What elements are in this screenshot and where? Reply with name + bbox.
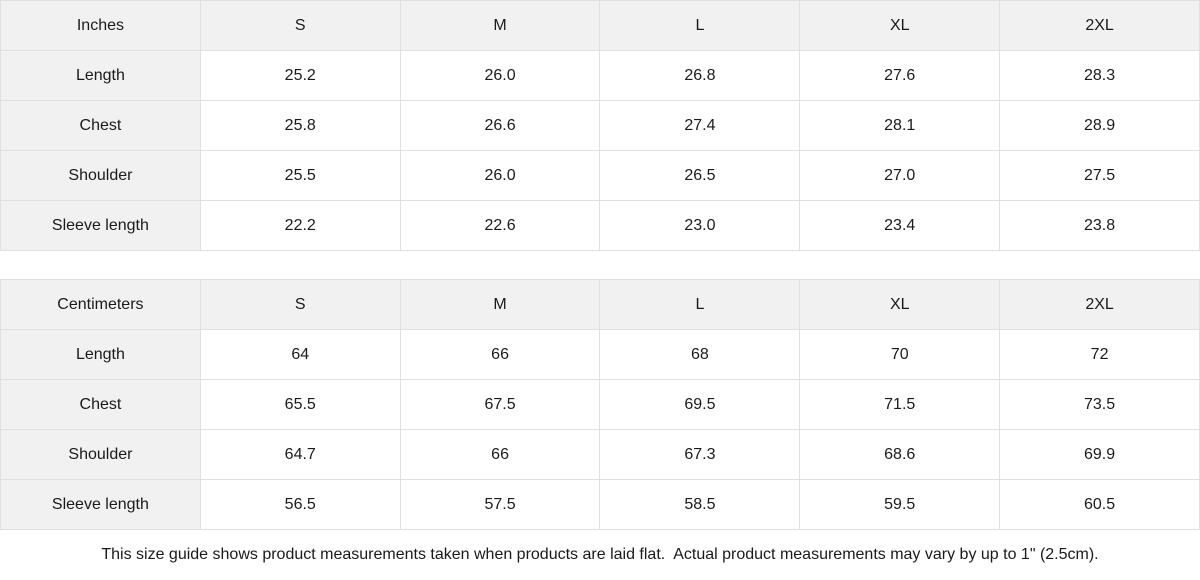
size-column-header: M [399,0,601,51]
measurement-cell: 23.0 [599,200,801,251]
table-row: Chest 25.8 26.6 27.4 28.1 28.9 [0,100,1200,151]
measurement-cell: 68.6 [799,429,1001,480]
measurement-cell: 26.8 [599,50,801,101]
measurement-cell: 64.7 [199,429,401,480]
measurement-cell: 23.8 [999,200,1200,251]
measurement-cell: 58.5 [599,479,801,530]
measurement-cell: 26.6 [399,100,601,151]
centimeters-table: Centimeters S M L XL 2XL Length 64 66 68… [0,279,1200,530]
measurement-cell: 27.0 [799,150,1001,201]
table-row: Shoulder 64.7 66 67.3 68.6 69.9 [0,429,1200,480]
table-row: Sleeve length 56.5 57.5 58.5 59.5 60.5 [0,479,1200,530]
row-label-cell: Chest [0,100,201,151]
measurement-cell: 27.5 [999,150,1200,201]
row-label-cell: Chest [0,379,201,430]
row-label-cell: Sleeve length [0,200,201,251]
measurement-cell: 22.6 [399,200,601,251]
table-row: Chest 65.5 67.5 69.5 71.5 73.5 [0,379,1200,430]
measurement-cell: 26.0 [399,150,601,201]
measurement-cell: 67.3 [599,429,801,480]
measurement-cell: 25.8 [199,100,401,151]
row-label-cell: Shoulder [0,150,201,201]
table-row: Length 25.2 26.0 26.8 27.6 28.3 [0,50,1200,101]
table-row: Shoulder 25.5 26.0 26.5 27.0 27.5 [0,150,1200,201]
row-label-cell: Sleeve length [0,479,201,530]
measurement-cell: 26.5 [599,150,801,201]
measurement-cell: 69.9 [999,429,1200,480]
measurement-cell: 70 [799,329,1001,380]
measurement-cell: 27.4 [599,100,801,151]
table-row: Sleeve length 22.2 22.6 23.0 23.4 23.8 [0,200,1200,251]
measurement-cell: 64 [199,329,401,380]
measurement-cell: 28.9 [999,100,1200,151]
size-column-header: S [199,279,401,330]
measurement-cell: 67.5 [399,379,601,430]
measurement-cell: 69.5 [599,379,801,430]
measurement-cell: 59.5 [799,479,1001,530]
size-column-header: S [199,0,401,51]
measurement-cell: 68 [599,329,801,380]
measurement-cell: 66 [399,329,601,380]
measurement-cell: 28.1 [799,100,1001,151]
size-column-header: L [599,0,801,51]
inches-table: Inches S M L XL 2XL Length 25.2 26.0 26.… [0,0,1200,251]
table-header-row: Centimeters S M L XL 2XL [0,279,1200,330]
measurement-cell: 27.6 [799,50,1001,101]
unit-header-cell: Centimeters [0,279,201,330]
measurement-cell: 60.5 [999,479,1200,530]
measurement-cell: 72 [999,329,1200,380]
measurement-cell: 25.2 [199,50,401,101]
measurement-cell: 73.5 [999,379,1200,430]
table-gap [0,251,1200,279]
measurement-cell: 22.2 [199,200,401,251]
table-header-row: Inches S M L XL 2XL [0,0,1200,51]
size-guide-note: This size guide shows product measuremen… [0,530,1200,579]
measurement-cell: 23.4 [799,200,1001,251]
measurement-cell: 66 [399,429,601,480]
measurement-cell: 57.5 [399,479,601,530]
measurement-cell: 26.0 [399,50,601,101]
measurement-cell: 56.5 [199,479,401,530]
size-column-header: XL [799,279,1001,330]
size-column-header: XL [799,0,1001,51]
unit-header-cell: Inches [0,0,201,51]
size-column-header: 2XL [999,0,1200,51]
table-row: Length 64 66 68 70 72 [0,329,1200,380]
row-label-cell: Shoulder [0,429,201,480]
row-label-cell: Length [0,329,201,380]
row-label-cell: Length [0,50,201,101]
measurement-cell: 28.3 [999,50,1200,101]
measurement-cell: 65.5 [199,379,401,430]
measurement-cell: 25.5 [199,150,401,201]
size-column-header: L [599,279,801,330]
size-column-header: 2XL [999,279,1200,330]
measurement-cell: 71.5 [799,379,1001,430]
size-column-header: M [399,279,601,330]
